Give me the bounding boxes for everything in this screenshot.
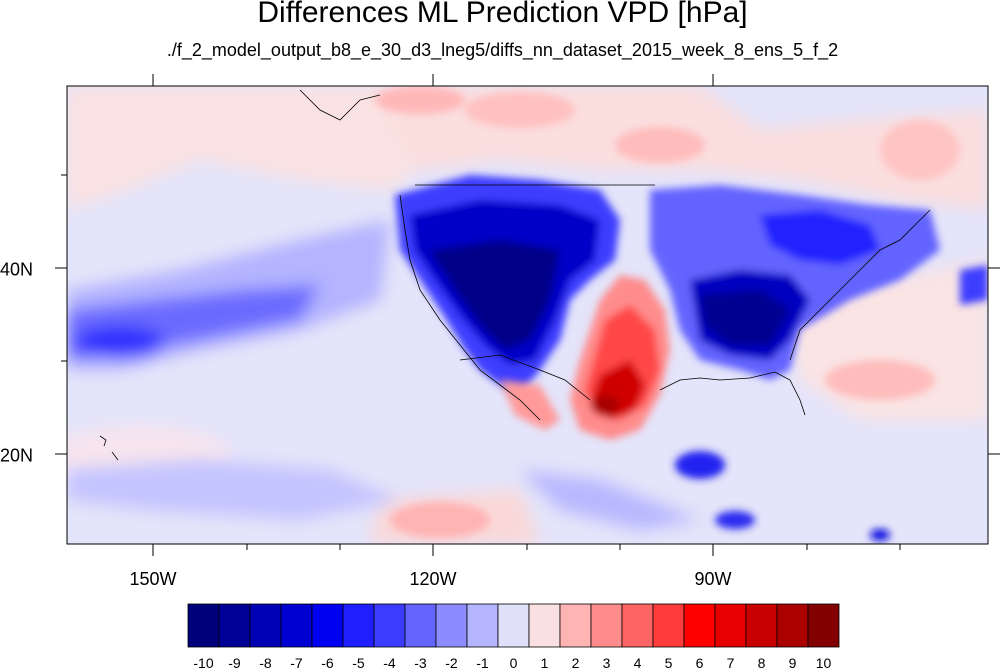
colorbar-label: 5: [664, 655, 673, 671]
colorbar-label: -7: [290, 655, 303, 671]
colorbar-label: 6: [695, 655, 704, 671]
colorbar-label: 8: [757, 655, 766, 671]
colorbar-box: [807, 603, 840, 648]
colorbar-label: 0: [509, 655, 518, 671]
y-tick-40n: 40N: [0, 259, 34, 280]
colorbar-label: -9: [228, 655, 241, 671]
colorbar-box: [218, 603, 251, 648]
colorbar-box: [342, 603, 375, 648]
map-title: Differences ML Prediction VPD [hPa]: [257, 0, 748, 29]
colorbar-box: [745, 603, 778, 648]
colorbar-box: [497, 603, 530, 648]
map-subtitle: ./f_2_model_output_b8_e_30_d3_lneg5/diff…: [166, 40, 839, 60]
colorbar-label: -8: [259, 655, 272, 671]
colorbar-label: -2: [445, 655, 458, 671]
positive-anomaly-texas: [500, 275, 670, 440]
colorbar-label: -1: [476, 655, 489, 671]
colorbar-box: [404, 603, 437, 648]
negative-anomaly-east: [650, 185, 988, 541]
colorbar-box: [187, 603, 220, 648]
coastlines: [99, 89, 931, 461]
colorbar-label: 3: [602, 655, 611, 671]
colorbar-label: 9: [788, 655, 797, 671]
y-tick-20n: 20N: [0, 445, 34, 466]
colorbar-box: [435, 603, 468, 648]
colorbar-label: 4: [633, 655, 642, 671]
colorbar-box: [466, 603, 499, 648]
map-field: [67, 86, 988, 544]
colorbar-label: 2: [571, 655, 580, 671]
axis-ticks: [55, 74, 1000, 556]
colorbar-box: [776, 603, 809, 648]
positive-anomaly-medium: [375, 86, 960, 538]
colorbar-box: [683, 603, 716, 648]
x-tick-90w: 90W: [694, 569, 732, 589]
colorbar-label: -3: [414, 655, 427, 671]
colorbar-label: -5: [352, 655, 365, 671]
colorbar-label: -10: [193, 655, 214, 671]
colorbar-box: [714, 603, 747, 648]
x-tick-150w: 150W: [129, 569, 177, 589]
colorbar-box: [373, 603, 406, 648]
colorbar-box: [311, 603, 344, 648]
colorbar-box: [528, 603, 561, 648]
colorbar-box: [621, 603, 654, 648]
colorbar-box: [249, 603, 282, 648]
colorbar-box: [590, 603, 623, 648]
colorbar-box: [652, 603, 685, 648]
colorbar-label: -4: [383, 655, 396, 671]
negative-anomaly-west: [395, 175, 620, 395]
colorbar-box: [559, 603, 592, 648]
negative-anomaly-pacific: [67, 220, 700, 530]
x-tick-120w: 120W: [409, 569, 457, 589]
colorbar: [187, 603, 840, 648]
colorbar-label: 1: [540, 655, 549, 671]
colorbar-label: -6: [321, 655, 334, 671]
colorbar-label: 10: [815, 655, 832, 671]
colorbar-label: 7: [726, 655, 735, 671]
colorbar-box: [280, 603, 313, 648]
